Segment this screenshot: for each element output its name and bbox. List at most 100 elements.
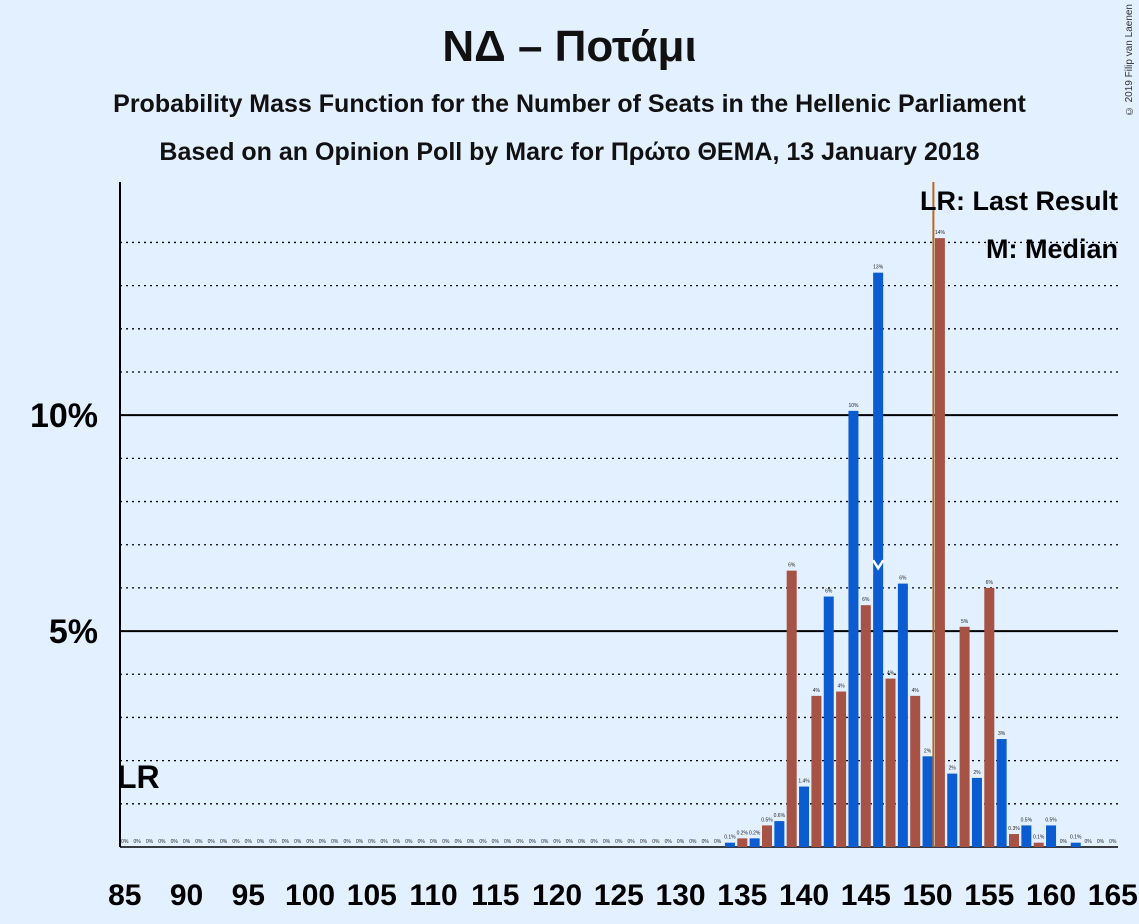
x-tick-label: 140 xyxy=(779,879,829,912)
bar xyxy=(996,739,1007,847)
bar-value-label: 0% xyxy=(282,839,290,845)
bar-value-label: 0% xyxy=(1097,839,1105,845)
bar-value-label: 0% xyxy=(245,839,253,845)
x-tick-label: 105 xyxy=(347,879,397,912)
bar-value-label: 0% xyxy=(628,839,636,845)
bar-value-label: 6% xyxy=(825,589,833,595)
bar-value-label: 3% xyxy=(998,731,1006,737)
bar-value-label: 0.2% xyxy=(737,830,749,836)
bar-value-label: 0% xyxy=(195,839,203,845)
bar xyxy=(947,773,958,847)
x-tick-label: 160 xyxy=(1026,879,1076,912)
bar-value-label: 0.5% xyxy=(1021,817,1033,823)
bar-value-label: 0.5% xyxy=(761,817,773,823)
bar-value-label: 0.5% xyxy=(1045,817,1057,823)
chart-subtitle: Probability Mass Function for the Number… xyxy=(113,90,1026,118)
x-tick-label: 145 xyxy=(841,879,891,912)
bar xyxy=(762,825,772,847)
bar-value-label: 0% xyxy=(343,839,351,845)
bar-value-label: 6% xyxy=(899,576,907,582)
bar-value-label: 0% xyxy=(1109,839,1117,845)
bar-value-label: 0% xyxy=(393,839,401,845)
x-tick-label: 125 xyxy=(594,879,644,912)
lr-axis-label: LR xyxy=(117,759,160,795)
y-tick-label: 10% xyxy=(30,397,98,435)
bar xyxy=(873,272,884,847)
bar-value-label: 0% xyxy=(553,839,561,845)
bar-value-label: 0% xyxy=(442,839,450,845)
x-tick-label: 100 xyxy=(285,879,335,912)
bar-value-label: 0% xyxy=(430,839,438,845)
bar xyxy=(910,695,921,847)
bar-value-label: 10% xyxy=(848,403,859,409)
bar-value-label: 0% xyxy=(257,839,265,845)
bar xyxy=(934,238,945,848)
bar-value-label: 0% xyxy=(405,839,413,845)
x-tick-label: 130 xyxy=(656,879,706,912)
bar xyxy=(823,596,834,847)
bar xyxy=(984,587,995,847)
bar-value-label: 6% xyxy=(862,597,870,603)
bar-value-label: 0% xyxy=(455,839,463,845)
bar-value-label: 0% xyxy=(331,839,339,845)
bar-value-label: 4% xyxy=(813,688,821,694)
bar-value-label: 0% xyxy=(381,839,389,845)
bar-value-label: 2% xyxy=(949,766,957,772)
bar xyxy=(811,695,822,847)
x-tick-label: 120 xyxy=(532,879,582,912)
bar-value-label: 0.1% xyxy=(1070,835,1082,841)
bar-value-label: 0% xyxy=(566,839,574,845)
bar-value-label: 0.1% xyxy=(1033,835,1045,841)
x-tick-label: 165 xyxy=(1088,879,1138,912)
bar-value-label: 6% xyxy=(788,563,796,569)
x-tick-label: 135 xyxy=(717,879,767,912)
bar xyxy=(749,838,760,847)
bar-value-label: 0% xyxy=(652,839,660,845)
bar-value-label: 0% xyxy=(356,839,364,845)
bar-value-label: 4% xyxy=(837,684,845,690)
bar-value-label: 0.1% xyxy=(724,835,736,841)
bar-value-label: 1.4% xyxy=(798,779,810,785)
y-tick-label: 5% xyxy=(49,613,98,651)
bar-value-label: 14% xyxy=(935,230,946,236)
bar-value-label: 0% xyxy=(208,839,216,845)
bar-value-label: 0% xyxy=(1084,839,1092,845)
bar-value-label: 2% xyxy=(973,770,981,776)
bar-value-label: 0% xyxy=(714,839,722,845)
bar xyxy=(885,678,896,847)
bar xyxy=(836,691,847,847)
bar-value-label: 0% xyxy=(183,839,191,845)
bar-value-label: 2% xyxy=(924,748,932,754)
bar-value-label: 0% xyxy=(590,839,598,845)
bar xyxy=(1046,825,1057,847)
bar-value-label: 0% xyxy=(319,839,327,845)
bar-value-label: 0% xyxy=(269,839,277,845)
bar xyxy=(848,410,859,847)
bar-value-label: 0% xyxy=(689,839,697,845)
bar-value-label: 0% xyxy=(529,839,537,845)
bar-value-label: 13% xyxy=(873,265,884,271)
bar-value-label: 0% xyxy=(578,839,586,845)
x-tick-label: 90 xyxy=(170,879,203,912)
bar xyxy=(959,626,970,847)
bar-value-label: 0.3% xyxy=(1008,826,1020,832)
bar-value-label: 0% xyxy=(134,839,142,845)
bar-value-label: 0% xyxy=(220,839,228,845)
median-marker xyxy=(872,559,885,571)
bar-value-label: 0% xyxy=(479,839,487,845)
bar-value-label: 0% xyxy=(368,839,376,845)
bar-value-label: 0% xyxy=(603,839,611,845)
x-tick-label: 95 xyxy=(232,879,265,912)
bar-value-label: 5% xyxy=(961,619,969,625)
bar-value-label: 0.6% xyxy=(774,813,786,819)
x-tick-label: 150 xyxy=(903,879,953,912)
x-tick-label: 155 xyxy=(964,879,1014,912)
chart-title: ΝΔ – Ποτάμι xyxy=(442,22,697,71)
bar-value-label: 0% xyxy=(640,839,648,845)
chart-subtitle-source: Based on an Opinion Poll by Marc for Πρώ… xyxy=(159,138,980,166)
bar xyxy=(724,842,735,847)
legend-last-result: LR: Last Result xyxy=(920,186,1118,216)
bar-value-label: 0% xyxy=(146,839,154,845)
bar-value-label: 0% xyxy=(1060,839,1068,845)
